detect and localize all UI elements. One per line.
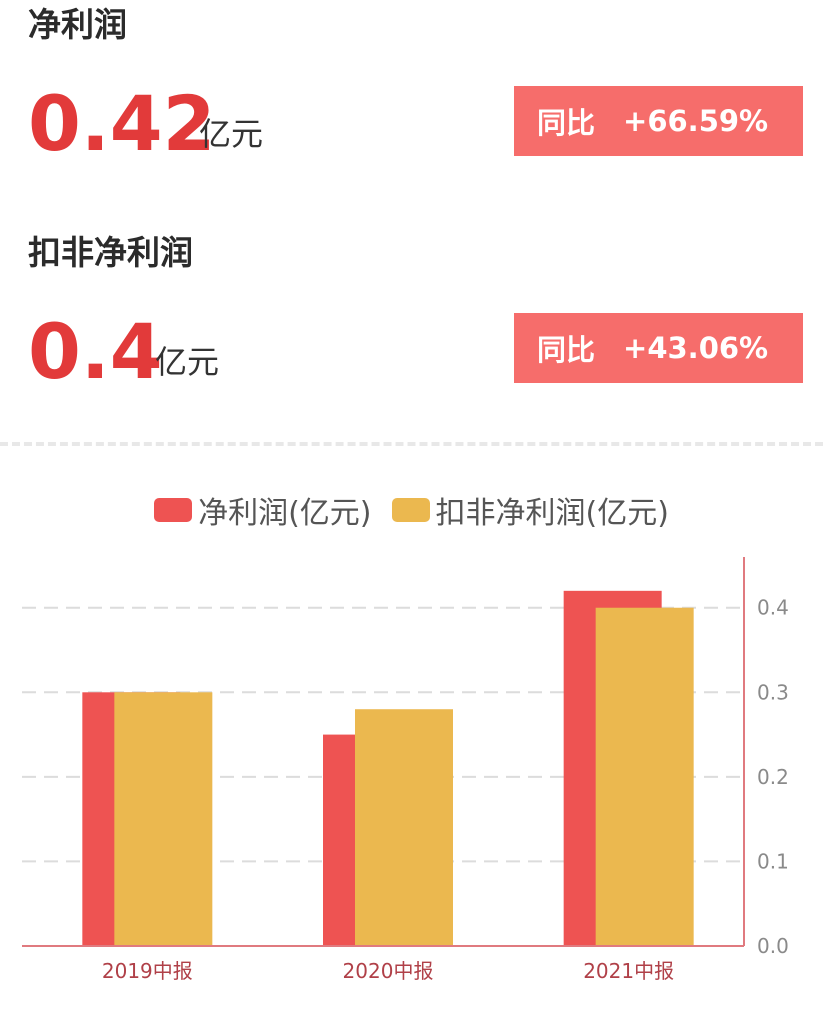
legend-swatch-deducted-net-profit	[391, 498, 430, 522]
bar-deducted-net-profit	[595, 607, 694, 946]
y-tick-label: 0.4	[757, 596, 789, 620]
legend-swatch-net-profit	[154, 498, 193, 522]
y-tick-label: 0.1	[757, 849, 789, 873]
legend-label-net-profit: 净利润(亿元)	[198, 496, 372, 531]
section-divider	[0, 442, 823, 446]
net-profit-yoy-badge: 同比 +66.59%	[514, 86, 803, 156]
y-tick-label: 0.0	[757, 934, 789, 958]
x-tick-label: 2020中报	[343, 959, 434, 983]
bar-deducted-net-profit	[355, 709, 453, 946]
yoy-label: 同比	[537, 333, 596, 367]
net-profit-value: 0.42	[28, 79, 216, 168]
legend-label-deducted-net-profit: 扣非净利润(亿元)	[435, 496, 669, 531]
deducted-net-profit-yoy-badge: 同比 +43.06%	[514, 313, 803, 383]
y-tick-label: 0.3	[757, 680, 789, 704]
profit-bar-chart: 0.0 0.1 0.2 0.3 0.4 2019中报 2020中报 2021中报	[22, 557, 789, 983]
yoy-value: +43.06%	[623, 331, 769, 365]
x-tick-label: 2019中报	[102, 959, 193, 983]
deducted-net-profit-title: 扣非净利润	[28, 233, 193, 272]
y-tick-label: 0.2	[757, 765, 789, 789]
deducted-net-profit-unit: 亿元	[155, 343, 220, 381]
bar-deducted-net-profit	[114, 692, 213, 946]
legend-item-deducted-net-profit[interactable]: 扣非净利润(亿元)	[391, 488, 669, 532]
net-profit-unit: 亿元	[199, 115, 264, 153]
deducted-net-profit-value: 0.4	[28, 307, 163, 396]
chart-legend: 净利润(亿元) 扣非净利润(亿元)	[0, 488, 823, 532]
net-profit-title: 净利润	[28, 5, 127, 44]
x-tick-label: 2021中报	[583, 959, 674, 983]
legend-item-net-profit[interactable]: 净利润(亿元)	[154, 488, 372, 532]
yoy-value: +66.59%	[623, 104, 769, 138]
yoy-label: 同比	[537, 106, 596, 140]
